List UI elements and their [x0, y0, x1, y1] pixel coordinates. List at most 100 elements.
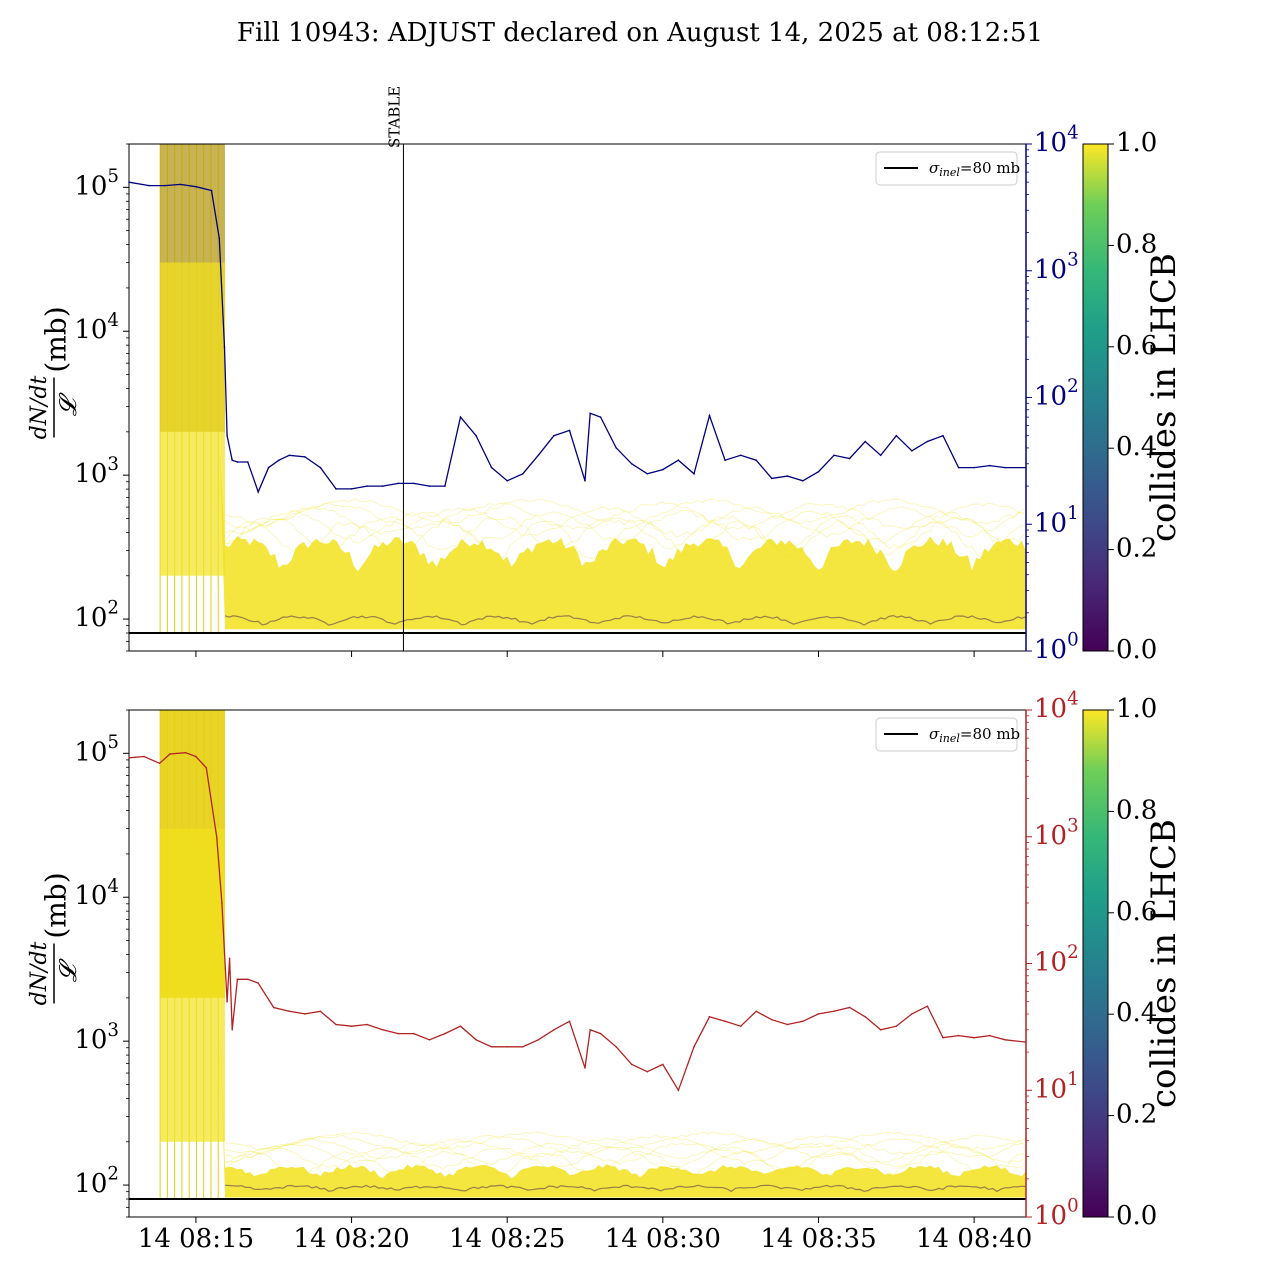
series-point [615, 447, 617, 449]
colorbar-label: collides in LHCB [1144, 819, 1184, 1108]
trace-line [224, 509, 1025, 545]
series-point [231, 1029, 233, 1031]
series-point [646, 473, 649, 475]
series-point [169, 753, 171, 755]
colorbar: 0.0 0.2 0.4 0.6 0.8 1.0 collides in LHCB [1082, 128, 1184, 665]
trace-line [224, 501, 1024, 532]
series-point [786, 1023, 789, 1026]
ytick-right-label: 103 [1034, 249, 1079, 284]
trace-line [224, 1131, 1025, 1151]
series-point [247, 461, 249, 463]
series-point [833, 1010, 835, 1013]
ytick-left-label: 103 [74, 1020, 119, 1055]
figure-title: Fill 10943: ADJUST declared on August 14… [236, 18, 1044, 48]
series-point [288, 1010, 291, 1013]
series-point [786, 475, 789, 477]
series-point [319, 466, 322, 469]
series-point [223, 346, 226, 348]
series-point [926, 1005, 929, 1007]
ytick-right-label: 102 [1034, 942, 1079, 977]
trace-line [224, 1134, 1025, 1155]
series-point [267, 466, 270, 469]
legend-box [875, 151, 1018, 186]
ylabel-numerator: dN/dt [27, 942, 52, 1006]
trace-line-dark [224, 1184, 1026, 1193]
bunch-traces [159, 710, 1026, 1199]
series-point [231, 459, 233, 462]
series-point [397, 482, 400, 485]
ylabel-unit: (mb) [40, 872, 73, 938]
series-point [926, 440, 929, 443]
trace-line [224, 1146, 1025, 1170]
trace-block [160, 828, 225, 1142]
xtick-label: 14 08:30 [605, 1224, 721, 1254]
series-point [366, 1023, 368, 1026]
series-point [724, 459, 726, 462]
trace-block [160, 262, 225, 576]
ylabel-left: dN/dt 𝓛 (mb) [27, 872, 82, 1005]
series-point [662, 1063, 664, 1066]
series-point [755, 459, 757, 462]
series-point [973, 466, 975, 469]
series-point [584, 480, 586, 482]
trace-line [224, 1150, 1024, 1177]
legend-box [875, 717, 1018, 752]
series-point [553, 434, 555, 437]
series-point [366, 485, 368, 487]
series-point [693, 473, 695, 475]
trace-line [224, 1137, 1025, 1160]
colorbar-tick-label: 0.0 [1116, 1201, 1157, 1231]
panel-top: STABLE 102 103 104 105 100 101 102 103 104 dN/dt 𝓛 (… [27, 86, 1184, 665]
legend: σinel=80 mb [875, 151, 1020, 186]
series-point [599, 416, 602, 418]
series-point [724, 1020, 726, 1023]
ytick-left-label: 104 [74, 876, 119, 911]
series-point [817, 470, 820, 473]
series-point [988, 1034, 991, 1037]
colorbar-label: collides in LHCB [1144, 253, 1184, 542]
series-point [677, 1089, 680, 1092]
colorbar-tick-label: 0.4 [1116, 432, 1157, 462]
xtick-label: 14 08:35 [760, 1224, 876, 1254]
series-point [537, 1039, 540, 1041]
colorbar-tick-label: 0.6 [1116, 897, 1157, 927]
series-point [677, 459, 680, 462]
trace-band [219, 449, 1026, 630]
ytick-right-label: 100 [1034, 630, 1079, 665]
colorbar-gradient [1082, 709, 1109, 1218]
trace-line [224, 498, 1025, 526]
series-point [128, 757, 130, 759]
series-point [335, 1023, 337, 1026]
bunch-traces [159, 144, 1026, 633]
series-point [319, 1010, 322, 1013]
series-point [615, 1046, 617, 1048]
series-point [257, 982, 260, 984]
series-point [490, 1046, 493, 1048]
series-point [304, 456, 306, 458]
ytick-left-label: 105 [74, 166, 119, 201]
series-point [350, 488, 353, 490]
ytick-left-label: 102 [74, 1164, 119, 1199]
trace-line [224, 506, 1024, 538]
series-point [942, 434, 944, 437]
series-point [210, 189, 213, 192]
series-point [164, 184, 166, 187]
trace-line [224, 1141, 1025, 1165]
trace-band [219, 1015, 1026, 1198]
series-point [973, 1036, 975, 1039]
colorbar-tick-label: 0.4 [1116, 998, 1157, 1028]
ylabel-denominator: 𝓛 [54, 958, 82, 982]
ytick-left-label: 103 [74, 454, 119, 489]
series-point [589, 412, 591, 415]
ytick-left-label: 105 [74, 732, 119, 767]
series-point [215, 836, 218, 838]
series-point [895, 434, 898, 437]
series-point [646, 1070, 649, 1073]
series-point [599, 1032, 602, 1035]
series-point [278, 459, 280, 462]
series-point [218, 237, 221, 240]
series-point [833, 454, 835, 457]
trace-line [224, 515, 1025, 553]
ytick-right-label: 101 [1034, 503, 1079, 538]
